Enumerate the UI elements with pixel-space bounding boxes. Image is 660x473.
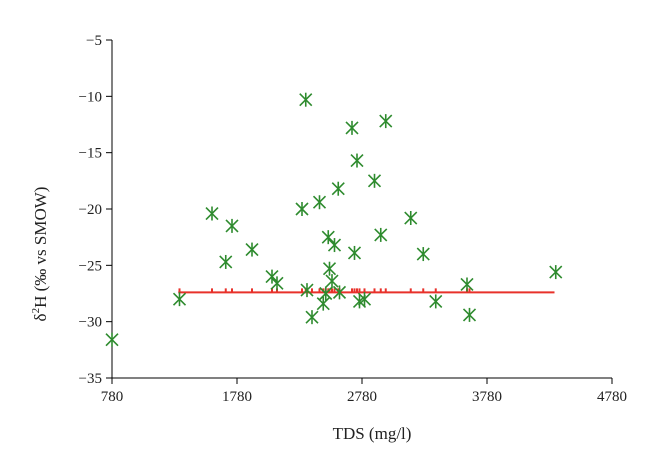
data-point <box>379 114 393 129</box>
data-point <box>172 292 187 307</box>
y-axis-label-rest: H (‰ vs SMOW) <box>31 187 50 308</box>
y-tick-label: −25 <box>79 258 102 274</box>
x-tick-label: 780 <box>101 389 124 405</box>
data-point <box>462 307 477 322</box>
y-axis-label-delta: δ <box>31 313 50 321</box>
y-tick-label: −10 <box>79 89 102 105</box>
y-tick-label: −15 <box>79 146 102 162</box>
y-tick-label: −5 <box>86 33 102 49</box>
y-axis-label-superscript: 2 <box>30 308 42 314</box>
data-point <box>357 292 372 307</box>
data-point <box>367 173 382 188</box>
ticks: −35 −30 −25 −20 −15 −10 −5 780 1780 2780 3780 4780 <box>79 33 627 405</box>
data-point <box>416 247 430 262</box>
data-point <box>322 261 337 276</box>
data-point <box>219 254 233 269</box>
x-tick-label: 4780 <box>597 389 627 405</box>
x-tick-label: 2780 <box>347 389 377 405</box>
data-point <box>347 245 362 260</box>
data-point <box>327 238 342 253</box>
reference-line <box>178 288 555 294</box>
data-point <box>225 218 239 233</box>
data-point <box>205 206 219 221</box>
axes <box>111 40 612 379</box>
data-point <box>305 310 319 325</box>
data-point <box>332 285 347 300</box>
y-axis-label: δ2H (‰ vs SMOW) <box>30 187 50 322</box>
data-point <box>245 242 259 257</box>
x-axis-label: TDS (mg/l) <box>333 424 412 443</box>
y-tick-label: −30 <box>79 315 102 331</box>
data-point <box>325 274 339 289</box>
data-point <box>350 153 364 168</box>
data-point <box>312 195 327 210</box>
data-point <box>316 296 330 311</box>
data-point <box>404 211 418 226</box>
data-point <box>345 120 359 135</box>
data-point <box>460 277 474 292</box>
data-point <box>549 265 563 280</box>
data-point <box>300 283 314 298</box>
data-point <box>319 286 333 301</box>
data-point <box>429 294 443 309</box>
data-point <box>321 230 335 245</box>
data-point <box>374 227 388 242</box>
x-tick-label: 3780 <box>472 389 502 405</box>
data-point <box>265 269 279 284</box>
data-point <box>105 332 119 347</box>
x-tick-label: 1780 <box>222 389 252 405</box>
y-tick-label: −35 <box>79 371 102 387</box>
data-point <box>295 202 309 216</box>
data-points <box>105 92 563 347</box>
y-tick-label: −20 <box>79 202 102 218</box>
data-point <box>270 276 284 291</box>
data-point <box>299 92 313 107</box>
data-point <box>331 181 345 196</box>
